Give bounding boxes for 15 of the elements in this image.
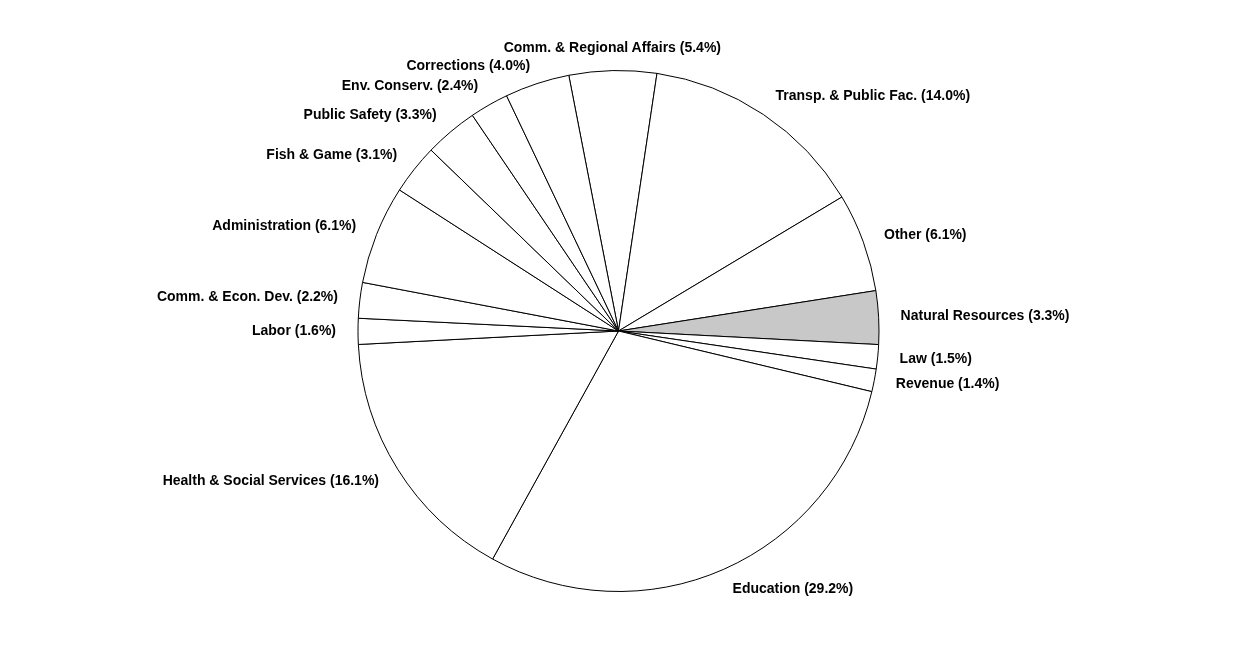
slice-label: Public Safety (3.3%) — [303, 105, 437, 122]
slice-label: Other (6.1%) — [884, 225, 967, 242]
slice-label: Law (1.5%) — [899, 349, 972, 366]
slice-label: Corrections (4.0%) — [406, 57, 531, 74]
slice-label: Fish & Game (3.1%) — [266, 146, 398, 163]
slice-label: Health & Social Services (16.1%) — [162, 471, 380, 488]
slice-label: Transp. & Public Fac. (14.0%) — [775, 87, 971, 104]
slice-label: Comm. & Econ. Dev. (2.2%) — [156, 288, 338, 305]
slice-label: Labor (1.6%) — [251, 322, 336, 339]
slice-label: Comm. & Regional Affairs (5.4%) — [503, 39, 721, 56]
slice-label: Education (29.2%) — [732, 580, 854, 597]
slice-label: Revenue (1.4%) — [895, 375, 1000, 392]
slice-label: Administration (6.1%) — [212, 217, 357, 234]
slice-label: Env. Conserv. (2.4%) — [341, 76, 479, 93]
slice-label: Natural Resources (3.3%) — [900, 307, 1070, 324]
